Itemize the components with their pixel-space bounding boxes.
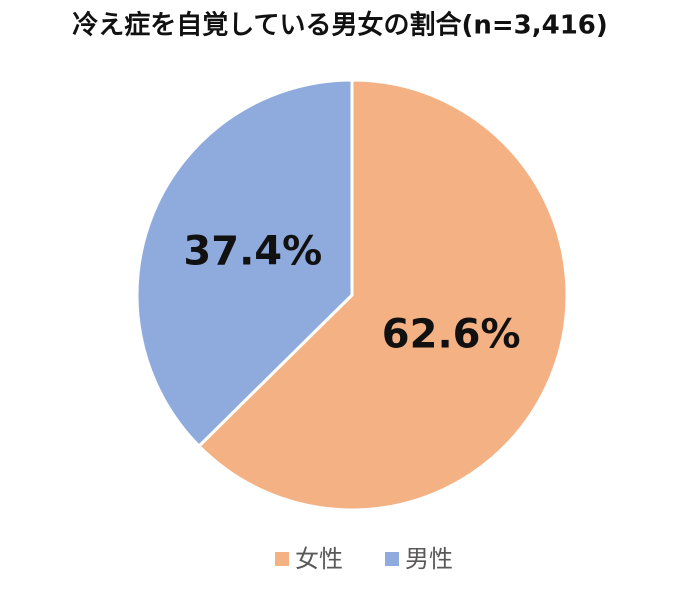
pie-slice <box>196 78 569 512</box>
legend-swatch <box>275 552 289 566</box>
pie-slice <box>135 78 354 449</box>
value-label: 37.4% <box>183 229 322 275</box>
legend-label: 男性 <box>405 545 453 573</box>
legend-swatch <box>385 552 399 566</box>
chart-title: 冷え症を自覚している男女の割合(n=3,416) <box>72 10 608 41</box>
value-label: 62.6% <box>382 311 521 357</box>
legend-label: 女性 <box>295 545 343 573</box>
